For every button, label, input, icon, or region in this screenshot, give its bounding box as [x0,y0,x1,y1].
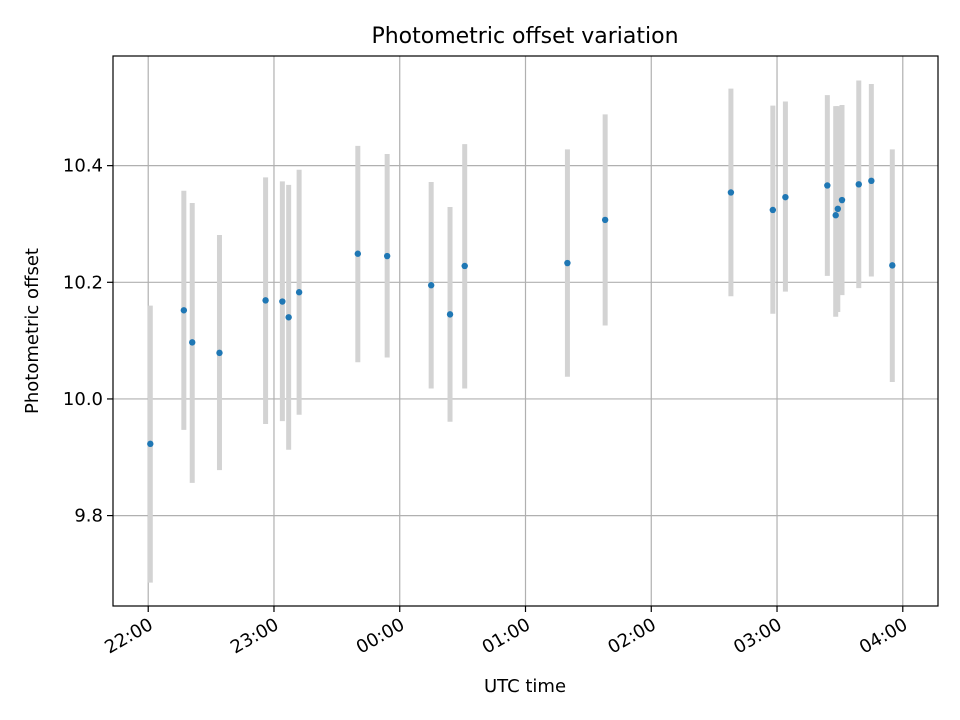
y-tick-label: 10.4 [63,156,103,177]
data-point [285,314,292,321]
data-point [834,205,842,213]
data-point [354,250,362,257]
data-point [769,206,777,214]
data-point [782,193,789,201]
data-point [889,262,896,269]
data-point [147,440,154,448]
data-point [180,307,188,314]
data-point [838,196,846,204]
data-point [295,289,303,296]
data-point [279,298,286,305]
data-point [868,177,875,185]
data-point [446,311,454,318]
data-point [564,259,571,267]
data-point [601,216,609,224]
y-tick-label: 10.2 [63,272,103,293]
y-tick-label: 9.8 [74,506,103,527]
data-points [147,177,896,448]
y-tick-label: 10.0 [63,389,103,410]
data-point [461,262,468,270]
chart-title: Photometric offset variation [371,24,678,49]
y-axis-label: Photometric offset [22,248,43,414]
data-point [189,339,196,346]
data-point [216,349,223,357]
data-point [824,182,831,189]
data-point [832,212,839,219]
x-axis-label: UTC time [484,676,566,697]
grid [113,56,938,606]
data-point [383,252,391,260]
data-point [727,189,735,196]
y-axis-ticks: 9.8 10.0 10.2 10.4 [63,156,113,527]
data-point [262,297,269,304]
data-point [855,181,862,188]
data-point [427,282,435,289]
